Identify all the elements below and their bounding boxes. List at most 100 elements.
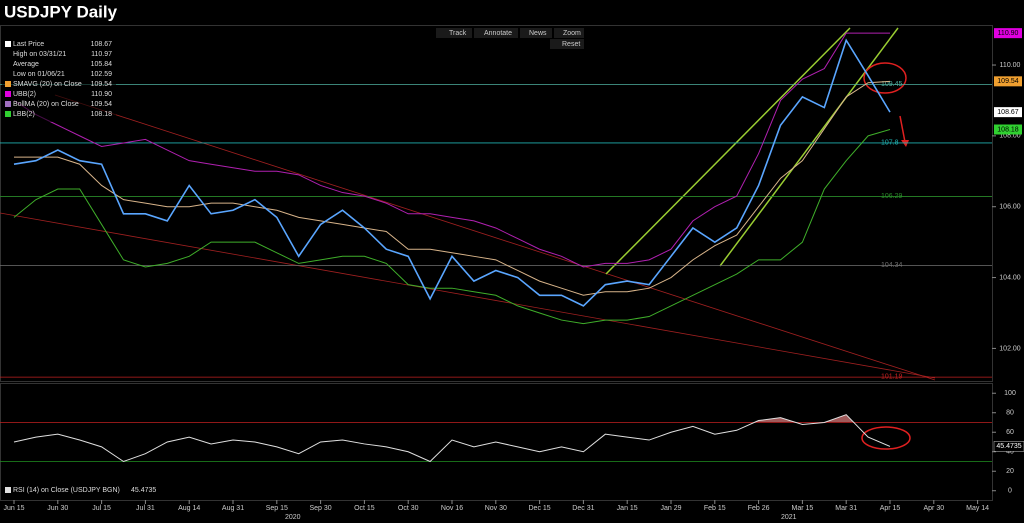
legend-label: LBB(2)	[13, 111, 35, 118]
x-tick-label: Mar 15	[792, 505, 814, 512]
price-tag	[994, 107, 1022, 118]
series-line	[13, 129, 891, 325]
title: USDJPY Daily	[4, 2, 118, 21]
arrow-head	[901, 140, 909, 147]
legend-swatch	[5, 487, 11, 493]
x-tick-label: Jun 15	[3, 505, 24, 512]
y-tick-label: 40	[1006, 449, 1014, 456]
toolbar-button[interactable]	[550, 39, 584, 49]
legend-label: Last Price	[13, 41, 44, 48]
legend-value: 109.54	[91, 101, 113, 108]
x-tick-label: Apr 30	[923, 505, 944, 512]
legend-value: 109.54	[91, 81, 113, 88]
legend-swatch	[5, 91, 11, 97]
x-tick-label: Jan 15	[617, 505, 638, 512]
x-tick-label: Jul 15	[92, 505, 111, 512]
legend-label: UBB(2)	[13, 91, 36, 98]
channel-line	[605, 27, 851, 275]
x-tick-label: Dec 15	[529, 505, 551, 512]
rsi-tag-label: 45.4735	[996, 443, 1021, 450]
trend-line	[54, 94, 936, 381]
legend-box	[2, 38, 116, 122]
toolbar-label: News	[529, 30, 547, 37]
x-tick-label: Aug 31	[222, 505, 244, 512]
toolbar-button[interactable]	[554, 28, 584, 38]
series-line	[13, 32, 890, 268]
y-tick-label: 106.00	[999, 204, 1021, 211]
x-tick-label: Aug 14	[178, 505, 200, 512]
x-tick-label: Oct 15	[354, 505, 375, 512]
y-tick-label: 20	[1006, 468, 1014, 475]
toolbar-label: Reset	[562, 41, 580, 48]
level-label: 101.19	[881, 373, 903, 380]
x-tick-label: Feb 26	[748, 505, 770, 512]
legend-value: 110.97	[91, 51, 112, 58]
year-label: 2021	[781, 514, 797, 521]
level-label: 104.34	[881, 262, 903, 269]
x-tick-label: Feb 15	[704, 505, 726, 512]
y-tick-label: 0	[1008, 488, 1012, 495]
price-tag-label: 108.67	[997, 109, 1019, 116]
annotations	[0, 27, 936, 450]
price-tag	[994, 76, 1022, 87]
rsi-tag	[993, 441, 1024, 452]
x-tick-label: Jan 29	[660, 505, 681, 512]
legend-label: High on 03/31/21	[13, 51, 66, 58]
channel-line	[719, 27, 899, 267]
price-panel	[0, 25, 993, 382]
series-line	[13, 414, 891, 463]
toolbar-button[interactable]	[436, 28, 472, 38]
x-tick-label: Jun 30	[47, 505, 68, 512]
legend-swatch	[5, 101, 11, 107]
rsi-panel	[0, 383, 993, 501]
x-tick-label: Sep 30	[310, 505, 332, 512]
legend-value: 110.90	[91, 91, 112, 98]
toolbar-button[interactable]	[520, 28, 552, 38]
legend-label: BollMA (20) on Close	[13, 101, 79, 108]
series-line	[14, 80, 891, 296]
level-label: 109.45	[881, 81, 903, 88]
price-tag-label: 109.54	[997, 78, 1019, 85]
legend-label: Average	[13, 61, 39, 68]
trend-line	[0, 212, 936, 379]
legend-value: 45.4735	[131, 487, 156, 494]
highlight-circle	[861, 426, 911, 450]
toolbar-label: Zoom	[563, 30, 581, 37]
legend-label: Low on 01/06/21	[13, 71, 65, 78]
highlight-circle	[863, 62, 907, 94]
legend-value: 102.59	[91, 71, 113, 78]
legend-swatch	[5, 111, 11, 117]
legend-label: RSI (14) on Close (USDJPY BGN)	[13, 487, 120, 494]
price-tag-label: 108.18	[997, 126, 1019, 133]
legend-value: 108.18	[91, 111, 113, 118]
x-tick-label: Mar 31	[835, 505, 857, 512]
x-tick-label: May 14	[966, 505, 989, 512]
x-tick-label: Dec 31	[572, 505, 594, 512]
x-tick-label: Jul 31	[136, 505, 155, 512]
x-tick-label: Nov 30	[485, 505, 507, 512]
legend-label: SMAVG (20) on Close	[13, 81, 82, 88]
x-tick-label: Oct 30	[398, 505, 419, 512]
level-label: 106.29	[881, 193, 903, 200]
price-tag	[994, 124, 1022, 135]
overbought-area	[755, 414, 854, 422]
legend-swatch	[5, 41, 11, 47]
x-tick-label: Nov 16	[441, 505, 463, 512]
legend-value: 108.67	[91, 41, 113, 48]
x-tick-label: Apr 15	[880, 505, 901, 512]
toolbar-label: Track	[449, 30, 467, 37]
y-tick-label: 108.00	[999, 133, 1021, 140]
level-label: 107.8	[881, 139, 899, 146]
year-label: 2020	[285, 514, 301, 521]
toolbar-button[interactable]	[474, 28, 518, 38]
legend-value: 105.84	[91, 61, 113, 68]
y-tick-label: 80	[1006, 410, 1014, 417]
y-tick-label: 102.00	[999, 345, 1021, 352]
toolbar-label: Annotate	[484, 30, 512, 37]
x-tick-label: Sep 15	[266, 505, 288, 512]
y-tick-label: 60	[1006, 429, 1014, 436]
price-tag-label: 110.90	[998, 30, 1019, 37]
price-tag	[994, 28, 1022, 39]
arrow	[899, 115, 906, 143]
